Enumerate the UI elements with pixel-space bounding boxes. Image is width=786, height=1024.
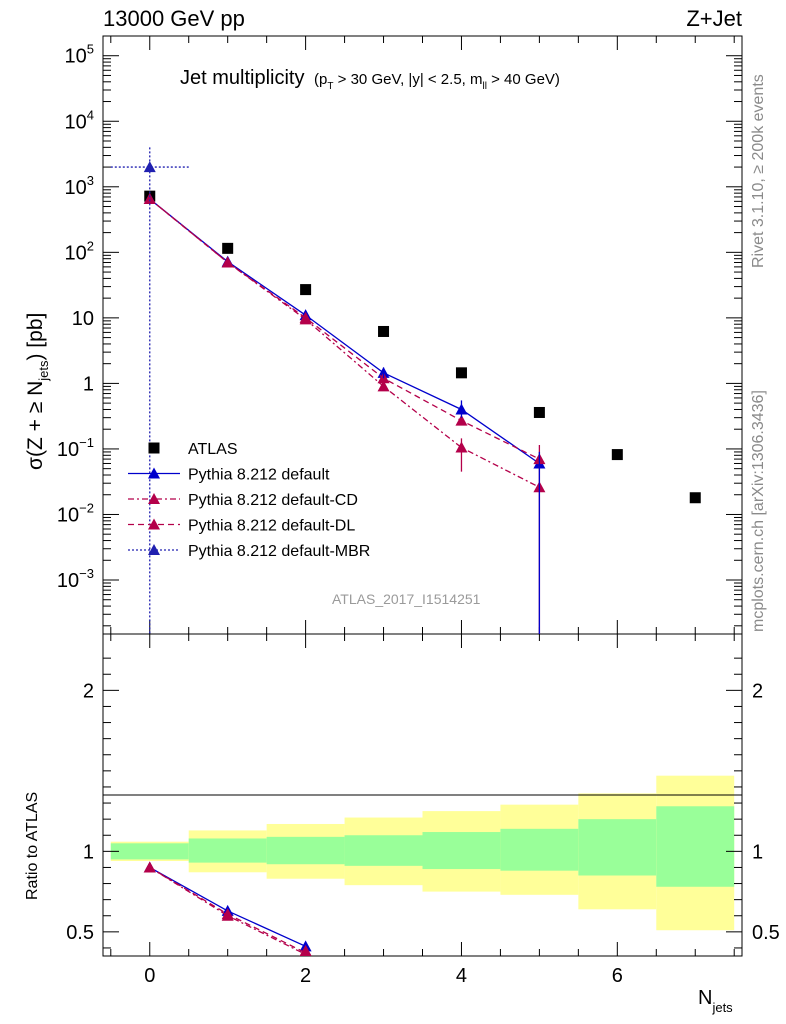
band-inner-bin [422,832,501,870]
series-point-3 [143,193,156,205]
y-tick-label: 103 [65,173,94,199]
legend-marker [148,518,160,530]
header-energy: 13000 GeV pp [103,6,245,31]
band-inner-bin [110,843,189,860]
y-tick-label: 104 [65,107,94,133]
atlas-data-point [300,284,312,296]
plot-title: Jet multiplicity (pT > 30 GeV, |y| < 2.5… [180,67,560,92]
y-tick-label: 10−2 [57,500,94,526]
ratio-y-tick-label: 0.5 [66,922,94,944]
legend-marker [148,544,160,555]
series-point-3 [299,311,312,323]
data-layer [110,147,701,956]
legend-label: Pythia 8.212 default-CD [188,492,358,509]
ratio-band-layer [110,775,735,931]
x-tick-label: 2 [300,965,311,987]
ratio-y-tick-label-right: 2 [752,680,763,702]
series-line-3 [149,198,540,460]
legend-label: Pythia 8.212 default-MBR [188,543,370,560]
y-tick-label: 10−1 [57,435,94,461]
ratio-y-tick-label: 2 [83,680,94,702]
atlas-data-point [378,325,390,337]
ratio-plot [102,633,743,957]
series-point-3 [221,256,234,268]
x-axis-title: Njets [698,987,733,1015]
atlas-data-point [455,367,467,379]
band-inner-bin [500,828,579,871]
y-tick-label: 1 [83,373,94,395]
ratio-y-tick-label: 1 [83,841,94,863]
y-tick-label: 10 [72,308,94,330]
ratio-point-2 [221,908,234,920]
legend-label: Pythia 8.212 default-DL [188,518,355,535]
y-tick-label: 102 [65,238,94,264]
legend-label: ATLAS [188,441,238,458]
series-point-2 [377,380,390,392]
series-point-4 [143,161,156,173]
ratio-point-2 [143,861,156,873]
x-tick-label: 6 [612,965,623,987]
atlas-data-point [689,492,701,504]
x-tick-label: 0 [144,965,155,987]
atlas-data-point [533,406,545,418]
band-inner-bin [188,838,267,863]
legend-marker-atlas [148,442,160,454]
legend-label: Pythia 8.212 default [188,467,330,484]
series-line-2 [149,198,540,488]
watermark: ATLAS_2017_I1514251 [332,591,481,607]
band-inner-bin [578,819,657,876]
legend-marker [148,467,160,479]
legend: ATLAS Pythia 8.212 default Pythia 8.212 de… [128,441,370,560]
svg-text:Ratio to ATLAS: Ratio to ATLAS [24,792,41,900]
plot-title-main: Jet multiplicity [180,67,304,89]
series-point-3 [455,414,468,426]
x-tick-label: 4 [456,965,467,987]
band-inner-bin [344,835,423,866]
ratio-y-axis-title: Ratio to ATLAS [24,792,41,900]
atlas-data-point [222,242,234,254]
y-tick-label: 10−3 [57,566,94,592]
y-tick-label: 105 [65,42,94,68]
axis-ticks: 0 2 4 6 10−3 10−2 10−1 1 10 102 103 104 105 0.5 0.5 1 1 2… [57,35,780,987]
ratio-y-tick-label-right: 0.5 [752,922,780,944]
main-y-axis-title: σ(Z + ≥ Njets) [pb] [24,313,51,470]
header-process: Z+Jet [686,6,742,31]
svg-text:σ(Z + ≥ Njets) [pb]: σ(Z + ≥ Njets) [pb] [24,313,51,470]
legend-marker [148,493,160,504]
band-inner-bin [656,806,735,887]
series-line-1 [149,198,540,465]
ratio-point-2 [299,945,312,956]
atlas-data-point [611,449,623,461]
ratio-y-tick-label-right: 1 [752,841,763,863]
band-inner-bin [266,836,345,865]
